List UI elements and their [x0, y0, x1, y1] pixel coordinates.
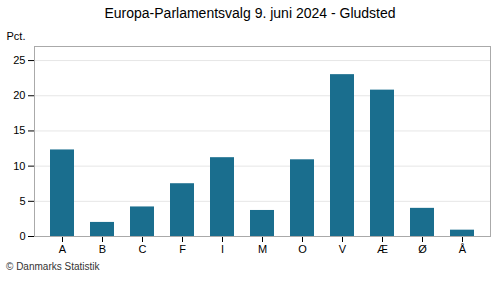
html-text:Europa-Parlamentsvalg 9. juni: Europa-Parlamentsvalg 9. juni 2024 - Glu… — [104, 5, 396, 21]
svg-text:0: 0 — [19, 230, 25, 242]
svg-text:Å: Å — [459, 243, 467, 255]
svg-text:Æ: Æ — [377, 243, 388, 255]
svg-text:Pct.: Pct. — [7, 30, 26, 42]
svg-text:O: O — [298, 243, 307, 255]
svg-text:25: 25 — [13, 54, 25, 66]
svg-text:V: V — [339, 243, 347, 255]
html-text:© Danmarks Statistik: © Danmarks Statistik — [6, 261, 100, 272]
svg-text:15: 15 — [13, 124, 25, 136]
svg-text:C: C — [139, 243, 147, 255]
svg-text:10: 10 — [13, 160, 25, 172]
svg-text:5: 5 — [19, 195, 25, 207]
svg-text:F: F — [179, 243, 186, 255]
svg-text:Ø: Ø — [418, 243, 427, 255]
svg-text:I: I — [221, 243, 224, 255]
svg-text:B: B — [99, 243, 106, 255]
svg-text:A: A — [59, 243, 67, 255]
svg-text:M: M — [258, 243, 267, 255]
svg-text:20: 20 — [13, 89, 25, 101]
